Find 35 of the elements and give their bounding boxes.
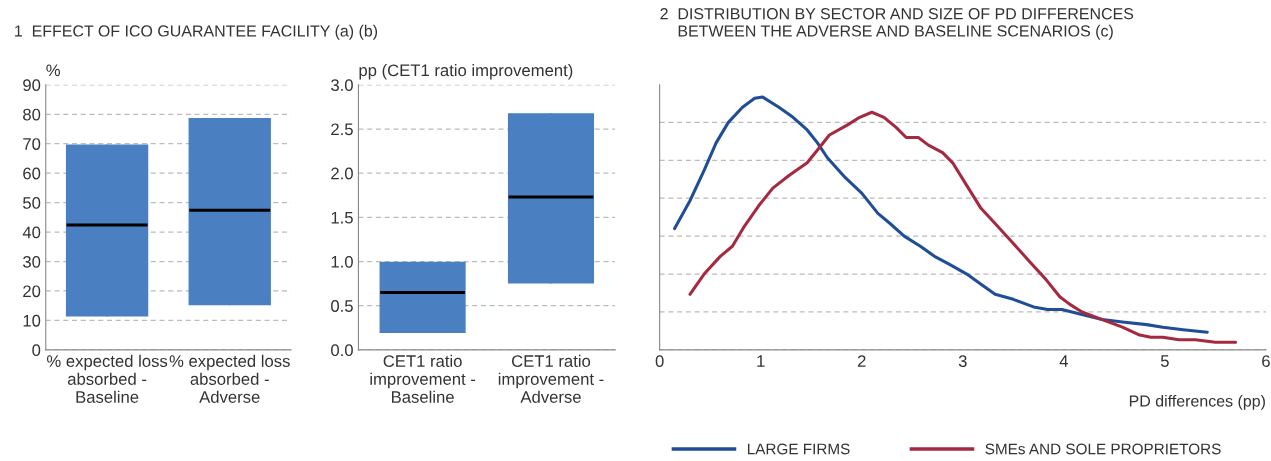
legend-label: SMEs AND SOLE PROPRIETORS	[985, 443, 1221, 455]
y-tick-label: 3.0	[331, 79, 353, 92]
y-tick-label: 40	[22, 226, 41, 239]
y-tick-label: 70	[23, 138, 41, 150]
y-tick-label: 30	[22, 255, 41, 268]
y-tick-label: 0	[32, 344, 41, 357]
x-axis-title: PD differences (pp)	[1129, 394, 1265, 410]
y-tick-label: 60	[23, 167, 41, 180]
x-tick-label: 0	[655, 355, 664, 367]
y-tick-label: 2.5	[331, 123, 353, 136]
y-axis-title: pp (CET1 ratio improvement)	[359, 63, 573, 80]
x-tick-label: 6	[1262, 355, 1270, 367]
y-tick-label: 0.0	[331, 344, 353, 357]
x-tick-label: 3	[958, 355, 967, 367]
x-tick-label: CET1 ratio improvement - Adverse	[498, 354, 604, 403]
x-tick-label: 1	[757, 355, 765, 367]
y-tick-label: 90	[23, 79, 41, 92]
y-axis-title: %	[46, 64, 60, 77]
y-tick-label: 1.0	[331, 255, 353, 268]
chart-title: 2 DISTRIBUTION BY SECTOR AND SIZE OF PD DIFFERENCES BETWEEN THE ADVERSE AND BASELINE SCENARIOS (c)	[660, 8, 1134, 40]
x-tick-label: 4	[1059, 355, 1068, 367]
legend-label: LARGE FIRMS	[747, 443, 850, 455]
chart-title: 1 EFFECT OF ICO GUARANTEE FACILITY (a) (b)	[15, 24, 378, 40]
y-tick-label: 50	[23, 197, 41, 209]
x-tick-label: % expected loss absorbed - Adverse	[169, 354, 290, 403]
y-tick-label: 2.0	[331, 167, 353, 180]
y-tick-label: 20	[23, 285, 41, 298]
y-tick-label: 0.5	[331, 300, 353, 312]
y-tick-label: 80	[23, 108, 41, 121]
x-tick-label: 2	[857, 355, 866, 367]
x-tick-label: CET1 ratio improvement - Baseline	[370, 354, 476, 403]
x-tick-label: 5	[1160, 355, 1169, 367]
y-tick-label: 1.5	[331, 211, 353, 224]
y-tick-label: 10	[23, 314, 41, 327]
x-tick-label: % expected loss absorbed - Baseline	[47, 354, 168, 403]
